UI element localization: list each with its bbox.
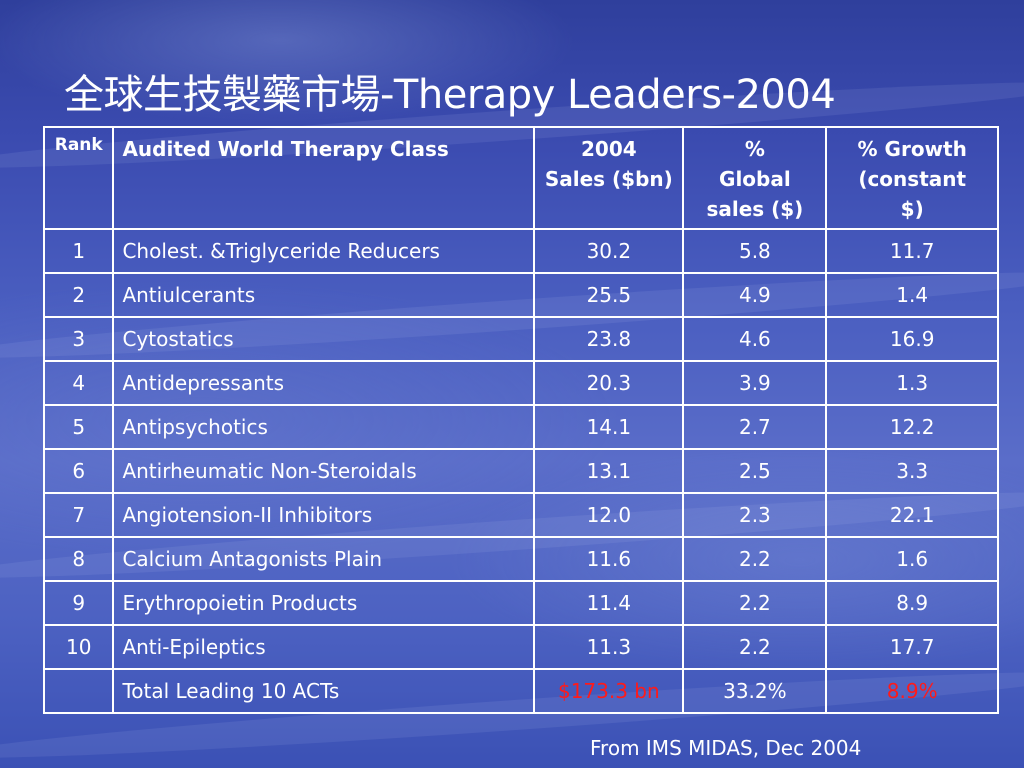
- sales-cell: 25.5: [533, 272, 685, 318]
- therapy-class-cell: Cytostatics: [112, 316, 536, 362]
- therapy-class-cell: Erythropoietin Products: [112, 580, 536, 626]
- growth-cell: 17.7: [825, 624, 999, 670]
- global-share-cell: 3.9: [682, 360, 828, 406]
- global-share-cell: 2.2: [682, 624, 828, 670]
- rank-cell: 9: [42, 580, 115, 626]
- table-row: 4 Antidepressants 20.3 3.9 1.3: [42, 360, 999, 406]
- global-share-cell: 5.8: [682, 228, 828, 274]
- sales-header-line2: Sales ($bn): [544, 167, 673, 191]
- growth-cell: 1.4: [825, 272, 999, 318]
- rank-cell: 5: [42, 404, 115, 450]
- therapy-class-cell: Antidepressants: [112, 360, 536, 406]
- global-header-line2: Global: [719, 167, 791, 191]
- global-share-cell: 2.5: [682, 448, 828, 494]
- therapy-class-cell: Cholest. &Triglyceride Reducers: [112, 228, 536, 274]
- total-label-cell: Total Leading 10 ACTs: [112, 668, 536, 714]
- global-share-cell: 2.2: [682, 536, 828, 582]
- total-growth-cell: 8.9%: [825, 668, 999, 714]
- growth-cell: 16.9: [825, 316, 999, 362]
- sales-cell: 11.4: [533, 580, 685, 626]
- table-header-row: Rank Audited World Therapy Class 2004 Sal…: [42, 126, 999, 230]
- rank-cell: 10: [42, 624, 115, 670]
- slide-title: 全球生技製藥市場-Therapy Leaders-2004: [64, 72, 836, 118]
- sales-cell: 20.3: [533, 360, 685, 406]
- rank-cell: 3: [42, 316, 115, 362]
- growth-cell: 12.2: [825, 404, 999, 450]
- growth-cell: 22.1: [825, 492, 999, 538]
- growth-cell: 1.3: [825, 360, 999, 406]
- sales-header-line1: 2004: [580, 137, 637, 161]
- table-row: 3 Cytostatics 23.8 4.6 16.9: [42, 316, 999, 362]
- growth-header-line1: % Growth: [857, 137, 967, 161]
- sales-cell: 30.2: [533, 228, 685, 274]
- sales-cell: 12.0: [533, 492, 685, 538]
- table-row: 5 Antipsychotics 14.1 2.7 12.2: [42, 404, 999, 450]
- global-header-line3: sales ($): [706, 197, 804, 221]
- global-share-cell: 4.9: [682, 272, 828, 318]
- total-rank-cell: [42, 668, 115, 714]
- table-row: 7 Angiotension-II Inhibitors 12.0 2.3 22…: [42, 492, 999, 538]
- sales-cell: 11.3: [533, 624, 685, 670]
- growth-header-line2: (constant: [858, 167, 967, 191]
- growth-cell: 3.3: [825, 448, 999, 494]
- growth-header-line3: $): [900, 197, 924, 221]
- rank-cell: 4: [42, 360, 115, 406]
- therapy-class-cell: Angiotension-II Inhibitors: [112, 492, 536, 538]
- global-share-cell: 4.6: [682, 316, 828, 362]
- therapy-class-cell: Calcium Antagonists Plain: [112, 536, 536, 582]
- rank-cell: 8: [42, 536, 115, 582]
- rank-cell: 1: [42, 228, 115, 274]
- therapy-class-cell: Anti-Epileptics: [112, 624, 536, 670]
- global-header-line1: %: [744, 137, 765, 161]
- table-row: 2 Antiulcerants 25.5 4.9 1.4: [42, 272, 999, 318]
- rank-header: Rank: [42, 126, 115, 230]
- source-note: From IMS MIDAS, Dec 2004: [590, 736, 862, 760]
- rank-cell: 2: [42, 272, 115, 318]
- therapy-class-cell: Antipsychotics: [112, 404, 536, 450]
- table-row: 6 Antirheumatic Non-Steroidals 13.1 2.5 …: [42, 448, 999, 494]
- global-share-cell: 2.3: [682, 492, 828, 538]
- table-row: 10 Anti-Epileptics 11.3 2.2 17.7: [42, 624, 999, 670]
- rank-cell: 7: [42, 492, 115, 538]
- growth-cell: 1.6: [825, 536, 999, 582]
- growth-cell: 8.9: [825, 580, 999, 626]
- sales-cell: 14.1: [533, 404, 685, 450]
- therapy-class-header: Audited World Therapy Class: [112, 126, 536, 230]
- total-global-share-cell: 33.2%: [682, 668, 828, 714]
- total-sales-cell: $173.3 bn: [533, 668, 685, 714]
- global-share-cell: 2.2: [682, 580, 828, 626]
- therapy-class-cell: Antirheumatic Non-Steroidals: [112, 448, 536, 494]
- table-row: 8 Calcium Antagonists Plain 11.6 2.2 1.6: [42, 536, 999, 582]
- table-row: 1 Cholest. &Triglyceride Reducers 30.2 5…: [42, 228, 999, 274]
- sales-cell: 13.1: [533, 448, 685, 494]
- sales-cell: 11.6: [533, 536, 685, 582]
- global-share-header: % Global sales ($): [682, 126, 828, 230]
- total-row: Total Leading 10 ACTs $173.3 bn 33.2% 8.…: [42, 668, 999, 714]
- therapy-leaders-table: Rank Audited World Therapy Class 2004 Sal…: [42, 126, 999, 714]
- growth-cell: 11.7: [825, 228, 999, 274]
- rank-cell: 6: [42, 448, 115, 494]
- therapy-class-cell: Antiulcerants: [112, 272, 536, 318]
- sales-header: 2004 Sales ($bn): [533, 126, 685, 230]
- global-share-cell: 2.7: [682, 404, 828, 450]
- growth-header: % Growth (constant $): [825, 126, 999, 230]
- table-row: 9 Erythropoietin Products 11.4 2.2 8.9: [42, 580, 999, 626]
- sales-cell: 23.8: [533, 316, 685, 362]
